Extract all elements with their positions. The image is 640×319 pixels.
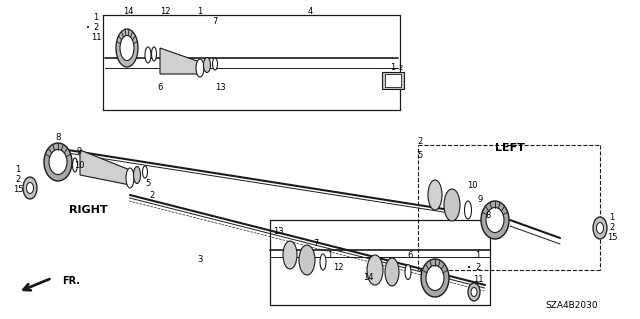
Text: 11: 11 (91, 33, 101, 42)
Ellipse shape (465, 201, 472, 219)
Polygon shape (160, 48, 200, 74)
Ellipse shape (428, 180, 442, 210)
Text: 13: 13 (214, 84, 225, 93)
Ellipse shape (385, 258, 399, 286)
Ellipse shape (426, 265, 444, 291)
Text: LEFT: LEFT (495, 143, 525, 153)
Text: 12: 12 (333, 263, 343, 272)
Text: 9: 9 (76, 147, 82, 157)
Ellipse shape (367, 255, 383, 285)
Ellipse shape (283, 241, 297, 269)
Text: 6: 6 (157, 84, 163, 93)
Ellipse shape (23, 177, 37, 199)
Text: 2: 2 (609, 224, 614, 233)
Text: 1: 1 (476, 250, 481, 259)
Ellipse shape (72, 158, 77, 172)
Text: 15: 15 (13, 186, 23, 195)
Text: FR.: FR. (62, 276, 80, 286)
Text: 2: 2 (93, 24, 99, 33)
Polygon shape (80, 150, 130, 185)
Ellipse shape (145, 47, 151, 63)
Ellipse shape (486, 207, 504, 233)
Ellipse shape (212, 58, 218, 70)
Text: 7: 7 (314, 239, 319, 248)
Text: 5: 5 (417, 151, 422, 160)
Bar (382, 72, 404, 89)
Text: 4: 4 (307, 8, 312, 17)
Text: 10: 10 (74, 160, 84, 169)
Text: 7: 7 (212, 18, 218, 26)
Ellipse shape (421, 259, 449, 297)
Text: 8: 8 (485, 211, 491, 219)
Text: 2: 2 (149, 190, 155, 199)
Ellipse shape (49, 150, 67, 174)
Text: 1: 1 (328, 250, 333, 259)
Ellipse shape (204, 57, 211, 72)
Ellipse shape (596, 222, 604, 234)
Ellipse shape (320, 254, 326, 270)
Text: 1: 1 (609, 213, 614, 222)
Ellipse shape (44, 143, 72, 181)
Text: 2: 2 (417, 137, 422, 146)
Text: 11: 11 (473, 276, 483, 285)
Text: 2: 2 (15, 175, 20, 184)
Text: 13: 13 (273, 227, 284, 236)
Bar (385, 74, 401, 87)
Text: 12: 12 (160, 8, 170, 17)
Text: •: • (86, 25, 90, 31)
Text: 10: 10 (467, 181, 477, 189)
Text: 15: 15 (607, 234, 617, 242)
Text: 1: 1 (15, 166, 20, 174)
Text: 8: 8 (55, 133, 61, 143)
Text: 3: 3 (197, 256, 203, 264)
Ellipse shape (471, 287, 477, 296)
Text: SZA4B2030: SZA4B2030 (546, 300, 598, 309)
Ellipse shape (444, 189, 460, 221)
Ellipse shape (481, 201, 509, 239)
Ellipse shape (593, 217, 607, 239)
Ellipse shape (299, 245, 315, 275)
Ellipse shape (196, 59, 204, 77)
Ellipse shape (405, 264, 411, 279)
Ellipse shape (126, 168, 134, 188)
Text: 1: 1 (93, 13, 99, 23)
Text: 6: 6 (407, 250, 413, 259)
Ellipse shape (26, 182, 33, 194)
Text: 14: 14 (363, 273, 373, 283)
Text: 2: 2 (399, 65, 403, 71)
Ellipse shape (120, 35, 134, 61)
Text: 9: 9 (477, 196, 483, 204)
Text: 1: 1 (197, 8, 203, 17)
Ellipse shape (152, 47, 157, 61)
Text: 14: 14 (123, 8, 133, 17)
Text: RIGHT: RIGHT (68, 205, 108, 215)
Text: •: • (467, 265, 471, 271)
Ellipse shape (468, 283, 480, 301)
Text: 2: 2 (476, 263, 481, 272)
Text: 1: 1 (390, 63, 396, 72)
Text: 5: 5 (145, 179, 150, 188)
Ellipse shape (134, 167, 141, 183)
Ellipse shape (116, 29, 138, 67)
Ellipse shape (143, 166, 147, 178)
